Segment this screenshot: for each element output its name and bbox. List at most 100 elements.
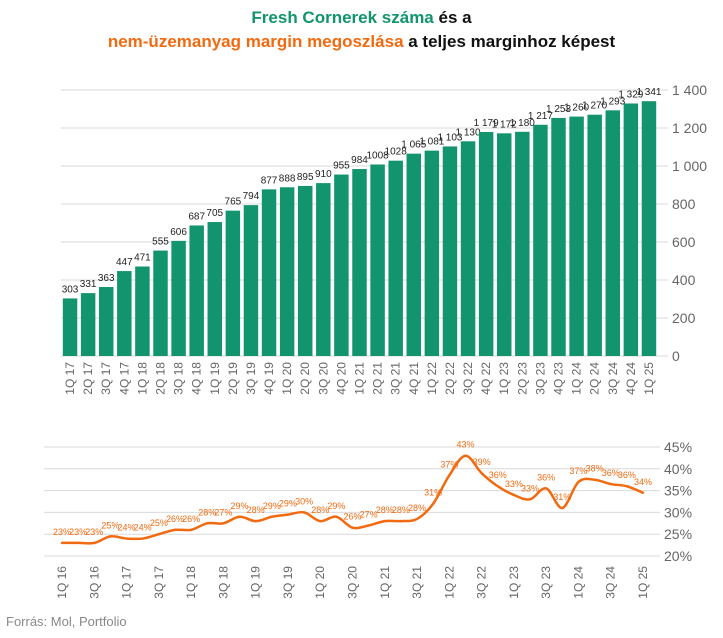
title-fresh-corner: Fresh Cornerek száma [251,8,434,27]
bar-value-label: 555 [152,237,169,248]
bar-x-tick-label: 3Q 20 [316,362,330,395]
bar-value-label: 888 [279,173,296,184]
bar [406,153,422,356]
line-x-tick-label: 1Q 22 [442,566,456,599]
bar-x-tick-label: 3Q 17 [99,362,113,395]
bar-value-label: 895 [297,172,314,183]
bar-value-label: 1 293 [600,96,625,107]
bar-x-tick-label: 4Q 23 [552,362,566,395]
bar-value-label: 1 065 [401,140,426,151]
line-x-tick-label: 1Q 19 [249,566,263,599]
line-value-label: 23% [69,527,87,537]
title-line1-rest: és a [433,8,472,27]
data-point [93,541,96,545]
bar-value-label: 1 172 [492,119,517,130]
line-value-label: 26% [343,512,361,522]
bar-x-tick-label: 2Q 19 [226,362,240,395]
line-y-tick-label: 35% [664,483,692,499]
bar-value-label: 955 [333,161,350,172]
data-point [254,519,257,523]
data-point [302,511,306,514]
line-value-label: 28% [408,503,426,513]
bar-x-tick-label: 4Q 22 [479,362,493,395]
bar-y-tick-label: 400 [672,272,696,288]
line-value-label: 28% [392,505,410,515]
bar-x-tick-label: 4Q 21 [407,362,421,395]
line-value-label: 26% [166,514,184,524]
bar [352,169,367,356]
bar-x-tick-label: 3Q 23 [533,362,547,395]
bar [496,133,512,356]
bar-value-label: 606 [170,227,187,238]
line-value-label: 25% [101,520,119,530]
bar [117,271,132,356]
bar-x-tick-label: 1Q 17 [63,362,77,395]
bar-y-tick-label: 1 400 [672,82,707,98]
bar [189,225,204,356]
bar-value-label: 363 [98,273,115,284]
bar [297,185,313,356]
data-point [319,519,322,523]
line-y-tick-label: 30% [664,504,692,520]
data-point [528,498,532,501]
data-point [351,526,354,529]
bar-value-label: 910 [315,169,332,180]
data-point [544,487,548,490]
line-y-tick-label: 20% [664,548,692,564]
bar [641,101,657,357]
line-value-label: 36% [537,472,555,482]
line-value-label: 30% [295,496,313,506]
bar-value-label: 331 [80,279,97,290]
line-x-tick-label: 3Q 20 [346,566,360,599]
data-point [448,474,451,477]
data-point [609,482,612,486]
line-x-tick-label: 3Q 17 [152,566,166,599]
bar [243,205,259,356]
line-value-label: 34% [634,477,652,487]
bar [551,117,566,357]
bar [442,146,458,356]
line-x-tick-label: 1Q 21 [378,566,392,599]
data-point [206,522,209,525]
data-point [641,491,645,494]
bar-y-tick-label: 1 200 [672,120,707,136]
line-value-label: 36% [489,470,507,480]
bar [515,131,530,356]
line-value-label: 29% [263,501,281,511]
data-point [222,522,225,525]
line-value-label: 37% [569,466,587,476]
bar-x-tick-label: 1Q 24 [570,362,584,395]
line-value-label: 29% [231,501,249,511]
bar [388,160,403,356]
data-point [125,537,128,540]
line-value-label: 23% [85,527,103,537]
bar [207,222,223,356]
bar-x-tick-label: 4Q 17 [117,362,131,395]
bar-x-tick-label: 1Q 19 [208,362,222,395]
data-point [238,515,241,518]
line-value-label: 43% [456,440,474,450]
data-point [383,519,386,523]
bar-x-tick-label: 1Q 23 [497,362,511,395]
bar-x-tick-label: 3Q 18 [172,362,186,395]
line-value-label: 28% [247,505,265,515]
bar-x-tick-label: 3Q 19 [244,362,258,395]
line-x-tick-label: 1Q 20 [313,566,327,599]
bar-value-label: 1 260 [564,103,589,114]
line-x-tick-label: 1Q 17 [120,566,134,599]
line-value-label: 31% [553,492,571,502]
bar-x-tick-label: 2Q 20 [298,362,312,395]
bar-y-tick-label: 0 [672,348,680,364]
data-point [189,528,193,532]
line-value-label: 25% [150,518,168,528]
line-value-label: 38% [586,464,604,474]
data-point [141,537,144,540]
bar [460,141,476,356]
line-y-tick-label: 40% [664,461,692,477]
line-value-label: 33% [521,483,539,493]
line-x-tick-label: 1Q 25 [636,566,650,599]
bar-x-tick-label: 1Q 21 [353,362,367,395]
bar [424,150,440,356]
bar-value-label: 471 [134,253,151,264]
bar-value-label: 1 341 [636,87,661,98]
